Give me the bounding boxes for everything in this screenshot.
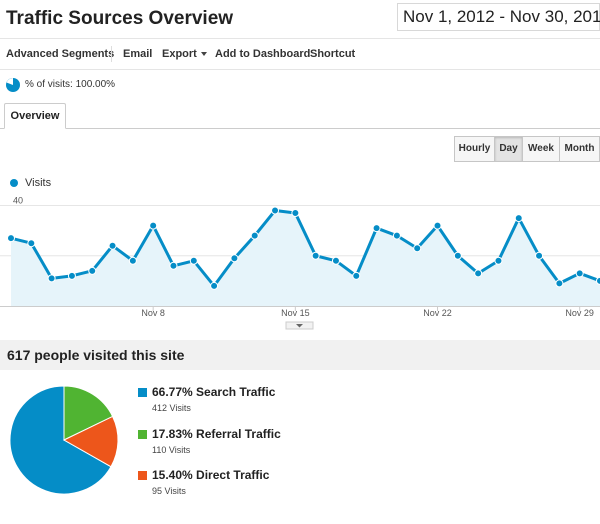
search-swatch <box>138 388 147 397</box>
add-to-dashboard-button[interactable]: Add to Dashboard <box>215 48 311 60</box>
visits-data-point[interactable] <box>311 251 320 260</box>
visits-data-point[interactable] <box>67 271 76 280</box>
visits-data-point[interactable] <box>27 239 36 248</box>
referral-swatch <box>138 430 147 439</box>
x-tick-label: Nov 29 <box>565 308 594 318</box>
visits-data-point[interactable] <box>453 251 462 260</box>
x-tick-label: Nov 15 <box>281 308 310 318</box>
traffic-sources-pie-chart[interactable] <box>8 384 120 496</box>
granularity-month-button[interactable]: Month <box>559 136 600 162</box>
visits-area <box>11 210 600 306</box>
export-button[interactable]: Export <box>162 39 207 69</box>
visits-data-point[interactable] <box>189 256 198 265</box>
source-visits: 110 Visits <box>152 445 191 455</box>
x-tick-label: Nov 22 <box>423 308 452 318</box>
visits-data-point[interactable] <box>331 256 340 265</box>
visits-data-point[interactable] <box>596 276 600 285</box>
search-slice[interactable] <box>9 385 112 495</box>
chevron-down-icon <box>200 52 207 57</box>
email-button[interactable]: Email <box>123 48 153 60</box>
visits-series-dot <box>10 179 18 187</box>
visits-data-point[interactable] <box>88 266 97 275</box>
report-toolbar: Advanced Segments Email Export Add to Da… <box>0 38 600 70</box>
visits-data-point[interactable] <box>47 274 56 283</box>
direct-swatch <box>138 471 147 480</box>
visits-data-point[interactable] <box>372 224 381 233</box>
source-visits: 412 Visits <box>152 403 191 413</box>
visits-data-point[interactable] <box>149 221 158 230</box>
granularity-week-button[interactable]: Week <box>522 136 560 162</box>
tab-overview[interactable]: Overview <box>4 103 66 129</box>
summary-bar: 617 people visited this site <box>0 340 600 370</box>
visits-data-point[interactable] <box>108 241 117 250</box>
visits-data-point[interactable] <box>494 256 503 265</box>
source-label: 66.77% Search Traffic <box>152 385 276 399</box>
visits-data-point[interactable] <box>271 206 280 215</box>
visits-data-point[interactable] <box>291 209 300 218</box>
segment-label: % of visits: 100.00% <box>25 79 116 90</box>
source-visits: 95 Visits <box>152 486 186 496</box>
source-label: 17.83% Referral Traffic <box>152 427 281 441</box>
date-range-picker[interactable]: Nov 1, 2012 - Nov 30, 2012 <box>397 3 600 31</box>
summary-headline: 617 people visited this site <box>7 347 185 363</box>
y-tick-label: 40 <box>13 196 23 206</box>
visits-data-point[interactable] <box>352 271 361 280</box>
visits-data-point[interactable] <box>7 234 15 243</box>
tabs-divider <box>0 128 600 129</box>
shortcut-button[interactable]: Shortcut <box>310 48 356 60</box>
advanced-segments-button[interactable]: Advanced Segments <box>6 48 115 60</box>
chevron-down-icon <box>296 324 303 328</box>
visits-series-label: Visits <box>25 177 52 189</box>
visits-data-point[interactable] <box>555 279 564 288</box>
visits-data-point[interactable] <box>392 231 401 240</box>
visits-data-point[interactable] <box>535 251 544 260</box>
referral-slice[interactable] <box>63 385 114 441</box>
direct-slice[interactable] <box>62 415 119 468</box>
visits-data-point[interactable] <box>210 281 219 290</box>
visits-data-point[interactable] <box>413 244 422 253</box>
visits-data-point[interactable] <box>230 254 239 263</box>
visits-data-point[interactable] <box>575 269 584 278</box>
export-label: Export <box>162 48 197 60</box>
visits-line <box>10 209 600 288</box>
visits-data-point[interactable] <box>474 269 483 278</box>
visits-data-point[interactable] <box>169 261 178 270</box>
visits-data-point[interactable] <box>514 214 523 223</box>
granularity-hourly-button[interactable]: Hourly <box>454 136 495 162</box>
granularity-day-button[interactable]: Day <box>494 136 523 162</box>
visits-data-point[interactable] <box>433 221 442 230</box>
visits-data-point[interactable] <box>128 256 137 265</box>
page-title: Traffic Sources Overview <box>6 8 234 29</box>
segment-pie-icon <box>6 78 20 92</box>
source-label: 15.40% Direct Traffic <box>152 468 270 482</box>
x-tick-label: Nov 8 <box>141 308 165 318</box>
visits-data-point[interactable] <box>250 231 259 240</box>
toolbar-divider <box>111 46 112 62</box>
